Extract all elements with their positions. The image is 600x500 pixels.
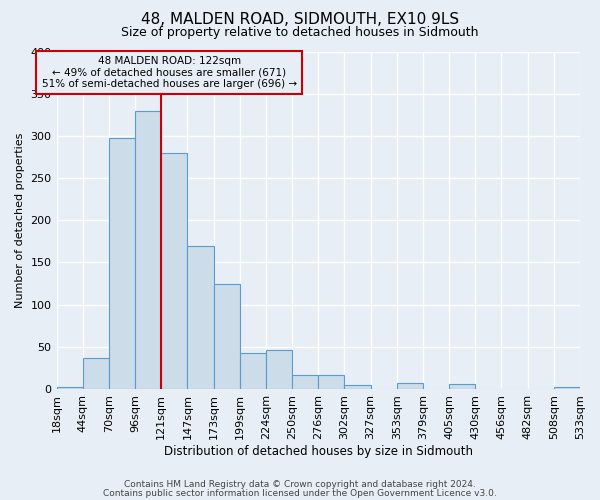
Text: Contains HM Land Registry data © Crown copyright and database right 2024.: Contains HM Land Registry data © Crown c… <box>124 480 476 489</box>
Bar <box>397 383 423 389</box>
Bar <box>214 284 240 389</box>
Bar <box>344 384 371 389</box>
X-axis label: Distribution of detached houses by size in Sidmouth: Distribution of detached houses by size … <box>164 444 473 458</box>
Bar <box>449 384 475 389</box>
Text: Size of property relative to detached houses in Sidmouth: Size of property relative to detached ho… <box>121 26 479 39</box>
Text: 48 MALDEN ROAD: 122sqm
← 49% of detached houses are smaller (671)
51% of semi-de: 48 MALDEN ROAD: 122sqm ← 49% of detached… <box>41 56 296 89</box>
Bar <box>554 388 580 389</box>
Bar <box>109 138 135 389</box>
Bar <box>56 388 83 389</box>
Text: Contains public sector information licensed under the Open Government Licence v3: Contains public sector information licen… <box>103 488 497 498</box>
Text: 48, MALDEN ROAD, SIDMOUTH, EX10 9LS: 48, MALDEN ROAD, SIDMOUTH, EX10 9LS <box>141 12 459 28</box>
Bar <box>266 350 292 389</box>
Bar <box>292 376 318 389</box>
Bar <box>318 374 344 389</box>
Bar <box>187 246 214 389</box>
Y-axis label: Number of detached properties: Number of detached properties <box>15 132 25 308</box>
Bar <box>240 352 266 389</box>
Bar <box>83 358 109 389</box>
Bar <box>135 110 161 389</box>
Bar <box>161 152 187 389</box>
